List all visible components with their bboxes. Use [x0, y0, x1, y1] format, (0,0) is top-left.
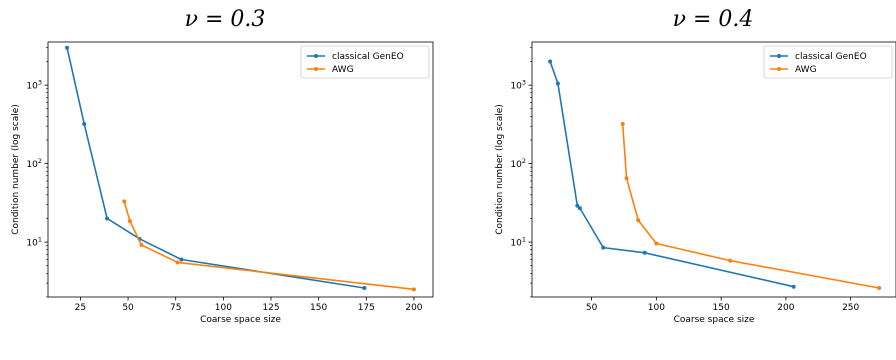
chart-2-series-1-line [549, 61, 794, 288]
chart-1-series-2-line [123, 201, 415, 291]
chart-1-y-tick-label: 101 [26, 236, 42, 249]
chart-1-legend: classical GenEO AWG [300, 45, 430, 79]
chart-1-series-2-point [175, 260, 180, 265]
chart-2-series-2-point [654, 241, 659, 246]
chart-2-x-tick-label: 150 [713, 303, 730, 313]
chart-1-x-tick-label: 75 [170, 303, 181, 313]
chart-2-legend-marker [777, 54, 781, 58]
chart-1-series-1-line [66, 47, 365, 289]
chart-1-x-tick-label: 200 [405, 303, 422, 313]
chart-2-x-tick-label: 200 [777, 303, 794, 313]
chart-1-legend-label: classical GenEO [332, 52, 404, 62]
chart-2-legend-label: classical GenEO [795, 52, 867, 62]
chart-1: ν = 0.3 101 102 103 25 50 75 100 125 150 175 200 Coa… [11, 7, 434, 325]
chart-1-y-tick-label: 103 [26, 79, 42, 92]
chart-1-x-tick-label: 125 [262, 303, 279, 313]
chart-2-series-1-point [548, 59, 553, 64]
chart-2-series-1-point [577, 206, 582, 211]
chart-1-x-tick-label: 25 [75, 303, 86, 313]
chart-2-x-tick-label: 100 [648, 303, 665, 313]
chart-2-series-1-point [555, 81, 560, 86]
chart-2-x-axis-label: Coarse space size [674, 315, 755, 325]
chart-1-series-1-point [179, 257, 184, 262]
chart-2-series-1-point [601, 245, 606, 250]
chart-1-series-1-point [362, 285, 367, 290]
chart-2-series-1-point [791, 284, 796, 289]
chart-1-legend-marker [314, 54, 318, 58]
chart-1-x-tick-label: 50 [122, 303, 134, 313]
chart-2: ν = 0.4 101 102 103 50 100 150 200 250 Coarse spa… [495, 7, 896, 325]
chart-2-y-tick-label: 103 [510, 79, 526, 92]
chart-1-series-2-point [122, 199, 127, 204]
chart-1-legend-box [300, 45, 430, 79]
chart-1-plot-area [65, 45, 416, 292]
chart-1-series-1-point [82, 121, 87, 126]
chart-2-series-2-point [877, 285, 882, 290]
chart-2-y-axis-label: Condition number (log scale) [495, 104, 505, 235]
chart-2-legend-box [763, 45, 893, 79]
chart-2-series-2-point [728, 258, 733, 263]
chart-2-y-tick-label: 101 [510, 236, 526, 249]
chart-2-legend-label: AWG [795, 65, 817, 75]
chart-1-x-tick-label: 150 [310, 303, 327, 313]
chart-1-series-1-point [105, 216, 110, 221]
chart-2-title: ν = 0.4 [673, 7, 754, 32]
chart-1-x-tick-label: 175 [358, 303, 375, 313]
chart-1-legend-marker [314, 67, 318, 71]
chart-1-series-2-point [127, 219, 132, 224]
chart-1-y-axis-label: Condition number (log scale) [11, 104, 21, 235]
chart-2-axes-frame [531, 41, 896, 298]
chart-1-x-axis-label: Coarse space size [200, 315, 281, 325]
chart-2-series-1-point [575, 203, 580, 208]
chart-1-title: ν = 0.3 [185, 7, 266, 32]
chart-1-series-2-point [139, 242, 144, 247]
chart-1-axes-frame [47, 41, 434, 298]
chart-2-legend: classical GenEO AWG [763, 45, 893, 79]
chart-2-series-2-point [624, 176, 629, 181]
chart-2-series-2-line [621, 123, 880, 289]
chart-1-legend-label: AWG [332, 65, 354, 75]
chart-1-x-tick-label: 100 [215, 303, 232, 313]
chart-1-y-tick-label: 102 [26, 157, 42, 170]
chart-2-series-2-point [620, 121, 625, 126]
chart-2-y-tick-label: 102 [510, 157, 526, 170]
chart-2-legend-marker [777, 67, 781, 71]
chart-2-x-tick-label: 50 [586, 303, 598, 313]
chart-1-series-1-point [65, 45, 70, 50]
chart-1-series-2-point [411, 287, 416, 292]
chart-2-series-1-point [642, 250, 647, 255]
chart-2-plot-area [548, 59, 882, 290]
chart-2-series-2-point [636, 218, 641, 223]
chart-2-x-tick-label: 250 [842, 303, 859, 313]
